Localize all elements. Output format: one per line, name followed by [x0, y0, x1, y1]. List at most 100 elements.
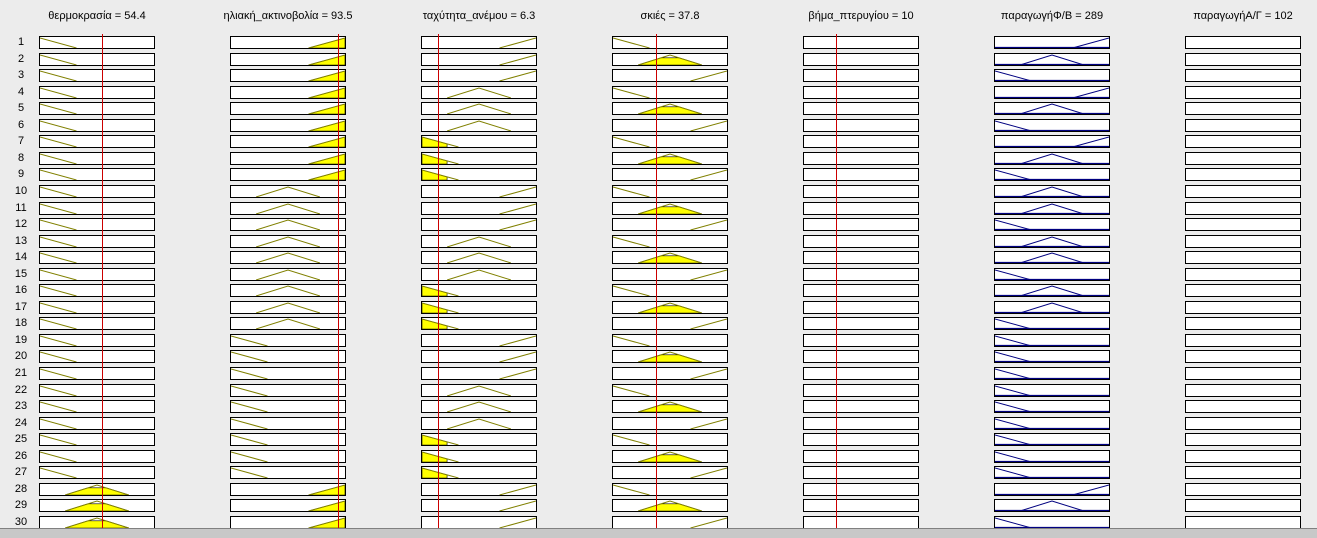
membership-curve [40, 351, 77, 363]
rule-24-plot-6 [994, 416, 1110, 430]
rule-6-plot-3 [421, 118, 537, 132]
rule-25-plot-2 [230, 433, 346, 447]
rule-25-plot-1 [39, 433, 155, 447]
rule-26-plot-1 [39, 449, 155, 463]
membership-curve [40, 418, 77, 429]
membership-curve [40, 335, 77, 346]
membership-curve [995, 252, 1109, 264]
rule-5-plot-1 [39, 102, 155, 116]
membership-curve [40, 37, 77, 48]
membership-curve [308, 517, 345, 528]
rule-2-plot-6 [994, 52, 1110, 66]
bottom-panel [0, 528, 1317, 538]
membership-curve [308, 120, 345, 131]
rule-9-plot-4 [612, 168, 728, 182]
rule-29-plot-6 [994, 499, 1110, 513]
rule-16-plot-2 [230, 284, 346, 298]
rule-4-plot-6 [994, 85, 1110, 99]
membership-curve [40, 285, 77, 297]
rule-number: 21 [14, 367, 28, 379]
rule-3-plot-1 [39, 69, 155, 83]
rule-13-plot-3 [421, 234, 537, 248]
rule-7-plot-2 [230, 135, 346, 149]
rule-23-plot-2 [230, 400, 346, 414]
membership-curve [995, 368, 1109, 379]
membership-curve [637, 153, 703, 164]
membership-curve [499, 219, 536, 231]
rule-1-plot-2 [230, 36, 346, 49]
rule-15-plot-2 [230, 267, 346, 281]
membership-curve [637, 401, 703, 413]
rule-2-plot-2 [230, 52, 346, 66]
rule-3-plot-7 [1185, 69, 1301, 83]
membership-curve [40, 401, 77, 413]
rule-7-plot-1 [39, 135, 155, 149]
membership-curve [637, 202, 703, 214]
membership-curve [64, 500, 130, 512]
rule-5-plot-5 [803, 102, 919, 116]
rule-7-plot-7 [1185, 135, 1301, 149]
rule-26-plot-3 [421, 449, 537, 463]
rule-9-plot-7 [1185, 168, 1301, 182]
membership-curve [446, 418, 512, 429]
rule-13-plot-6 [994, 234, 1110, 248]
rule-20-plot-2 [230, 350, 346, 364]
input-value-marker-4[interactable] [656, 34, 658, 528]
rule-4-plot-4 [612, 85, 728, 99]
rule-number: 19 [14, 333, 28, 346]
rule-14-plot-1 [39, 251, 155, 265]
input-value-marker-3[interactable] [437, 34, 439, 528]
membership-curve [422, 285, 459, 297]
rule-number: 27 [14, 466, 28, 479]
membership-curve [255, 236, 321, 247]
activation-fill [64, 503, 130, 512]
rule-22-plot-6 [994, 383, 1110, 397]
membership-curve [422, 153, 459, 164]
rule-17-plot-6 [994, 300, 1110, 314]
rule-13-plot-2 [230, 234, 346, 248]
rule-11-plot-2 [230, 201, 346, 215]
rule-11-plot-3 [421, 201, 537, 215]
rule-1-plot-1 [39, 36, 155, 49]
input-value-marker-1[interactable] [101, 34, 103, 528]
membership-curve [613, 186, 650, 197]
membership-curve [995, 236, 1109, 247]
rule-16-plot-1 [39, 284, 155, 298]
output-header-6: παραγωγήΦ/Β = 289 [1000, 10, 1104, 22]
rule-15-plot-3 [421, 267, 537, 281]
membership-curve [690, 120, 727, 131]
rule-24-plot-7 [1185, 416, 1301, 430]
rule-22-plot-5 [803, 383, 919, 397]
rule-6-plot-5 [803, 118, 919, 132]
rule-20-plot-5 [803, 350, 919, 364]
rule-18-plot-5 [803, 317, 919, 331]
rule-25-plot-5 [803, 433, 919, 447]
rule-17-plot-2 [230, 300, 346, 314]
rule-9-plot-3 [421, 168, 537, 182]
rule-1-plot-7 [1185, 36, 1301, 49]
rule-18-plot-6 [994, 317, 1110, 331]
rule-number: 10 [14, 184, 28, 197]
rule-27-plot-3 [421, 466, 537, 480]
membership-curve [446, 401, 512, 413]
membership-curve [231, 385, 268, 396]
membership-curve [40, 269, 77, 280]
rule-26-plot-7 [1185, 449, 1301, 463]
activation-fill [637, 206, 703, 214]
membership-curve [690, 318, 727, 330]
membership-curve [255, 302, 321, 313]
membership-curve [446, 87, 512, 98]
membership-curve [995, 335, 1109, 346]
rule-29-plot-5 [803, 499, 919, 513]
rule-10-plot-1 [39, 184, 155, 198]
rule-3-plot-6 [994, 69, 1110, 83]
membership-curve [995, 37, 1109, 48]
rule-28-plot-4 [612, 482, 728, 496]
rule-24-plot-3 [421, 416, 537, 430]
membership-curve [255, 219, 321, 231]
input-value-marker-5[interactable] [835, 34, 837, 528]
rule-30-plot-1 [39, 515, 155, 529]
rule-5-plot-3 [421, 102, 537, 116]
input-value-marker-2[interactable] [337, 34, 339, 528]
membership-curve [40, 186, 77, 197]
